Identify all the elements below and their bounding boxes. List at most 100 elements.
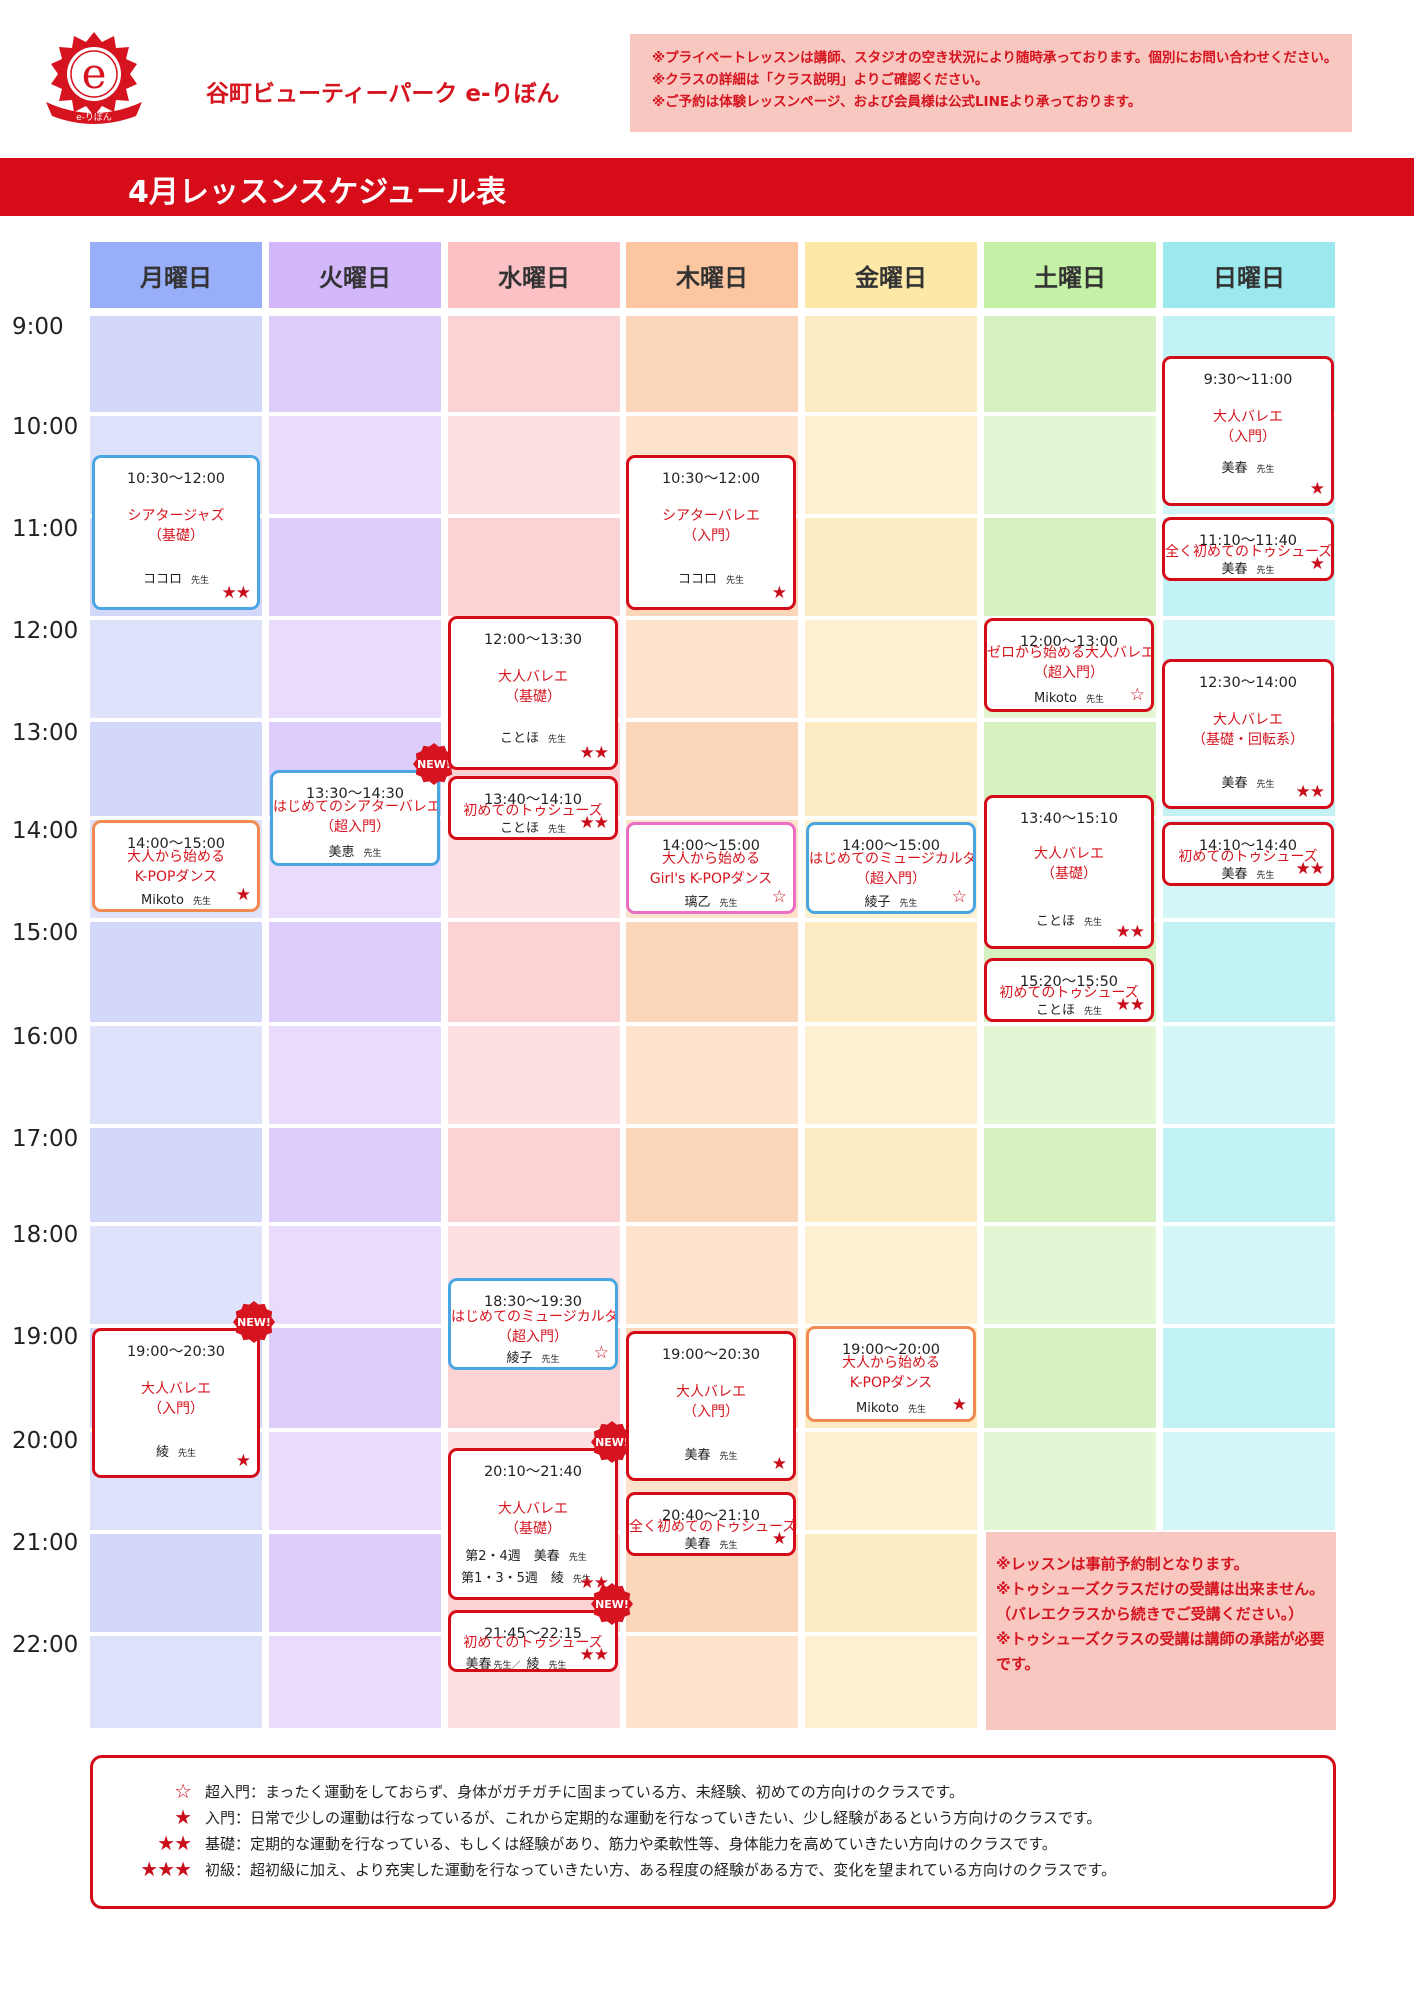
class-time: 14:00〜15:00 [841, 838, 941, 854]
class-card[interactable]: 12:00〜13:30 大人バレエ （基礎） ことほ 先生 ★★ [448, 616, 618, 770]
grid-cell [269, 922, 441, 1022]
day-header-mon: 月曜日 [90, 242, 262, 308]
grid-cell [90, 922, 262, 1022]
day-header-sat: 土曜日 [984, 242, 1156, 308]
class-name-line: 大人バレエ [498, 1501, 568, 1517]
class-teacher: ことほ 先生 [987, 1001, 1151, 1019]
class-time: 13:40〜15:10 [1019, 811, 1119, 827]
grid-cell [448, 316, 620, 412]
time-label: 18:00 [12, 1222, 79, 1248]
grid-cell [1163, 1226, 1335, 1324]
grid-cell [805, 620, 977, 718]
class-card[interactable]: 19:00〜20:00 大人から始める K-POPダンス Mikoto 先生 ★ [806, 1326, 976, 1422]
class-teacher: Mikoto 先生 [809, 1399, 973, 1419]
teacher-suffix: 先生 [363, 849, 382, 859]
class-card[interactable]: 13:30〜14:30 はじめてのシアターバレエ （超入門） 美恵 先生 [270, 770, 440, 866]
logo-ribbon-text: e-りぼん [76, 112, 112, 123]
class-name: 大人バレエ （基礎） [451, 667, 615, 707]
grid-cell [1163, 1328, 1335, 1428]
class-card[interactable]: 13:40〜14:10 初めてのトゥシューズ ことほ 先生 ★★ [448, 776, 618, 840]
class-card[interactable]: 20:10〜21:40 大人バレエ （基礎） 第2・4週 美春 先生 第1・3・5週 綾先… [448, 1448, 618, 1600]
level-stars: ★ [951, 1395, 967, 1415]
class-card[interactable]: 11:10〜11:40 全く初めてのトゥシューズ 美春 先生 ★ [1162, 517, 1334, 581]
time-label: 11:00 [12, 516, 79, 542]
class-card[interactable]: 21:45〜22:15 初めてのトゥシューズ 美春 先生／ 綾先生 ★★ [448, 1610, 618, 1672]
class-card[interactable]: 9:30〜11:00 大人バレエ （入門） 美春 先生 ★ [1162, 356, 1334, 506]
level-stars: ☆ [951, 887, 967, 907]
class-card[interactable]: 20:40〜21:10 全く初めてのトゥシューズ 美春 先生 ★ [626, 1492, 796, 1556]
grid-cell [984, 518, 1156, 616]
class-name: シアターバレエ （入門） [629, 506, 793, 546]
class-name-line: K-POPダンス [849, 1375, 933, 1391]
class-teacher: Mikoto 先生 [987, 689, 1151, 709]
class-card[interactable]: 10:30〜12:00 シアターバレエ （入門） ココロ 先生 ★ [626, 455, 796, 610]
page-title: 4月レッスンスケジュール表 [128, 175, 507, 210]
grid-cell [269, 1226, 441, 1324]
class-name-line: （基礎） [505, 689, 561, 705]
teacher-suffix: 先生 [1256, 780, 1275, 790]
class-time: 19:00〜20:00 [841, 1342, 941, 1358]
class-name: 初めてのトゥシューズ [987, 983, 1151, 1003]
class-card[interactable]: 14:00〜15:00 大人から始める K-POPダンス Mikoto 先生 ★ [92, 820, 260, 912]
grid-cell [805, 416, 977, 514]
class-name-line: （入門） [683, 528, 739, 544]
new-badge-label: NEW! [595, 1436, 629, 1449]
day-header-sun: 日曜日 [1163, 242, 1335, 308]
class-card[interactable]: 12:00〜13:00 ゼロから始める大人バレエ （超入門） Mikoto 先生 ☆ [984, 618, 1154, 712]
grid-cell [90, 1534, 262, 1632]
legend-text: 初級：超初級に加え、より充実した運動を行なっていきたい方、ある程度の経験がある方… [205, 1860, 1117, 1879]
day-header-wed: 水曜日 [448, 242, 620, 308]
grid-cell [448, 416, 620, 514]
grid-cell [984, 1432, 1156, 1530]
class-time: 9:30〜11:00 [1203, 372, 1293, 388]
teacher-name: 璃乙 [684, 895, 711, 910]
grid-cell [805, 1128, 977, 1222]
class-name: 初めてのトゥシューズ [1165, 847, 1331, 867]
level-stars: ☆ [771, 887, 787, 907]
class-card[interactable]: 15:20〜15:50 初めてのトゥシューズ ことほ 先生 ★★ [984, 958, 1154, 1022]
class-card[interactable]: 10:30〜12:00 シアタージャズ （基礎） ココロ 先生 ★★ [92, 455, 260, 610]
rule-line: ※トゥシューズクラスだけの受講は出来ません。（バレエクラスから続きでご受講くださ… [996, 1580, 1325, 1623]
time-label: 13:00 [12, 720, 79, 746]
class-card[interactable]: 14:10〜14:40 初めてのトゥシューズ 美春 先生 ★★ [1162, 822, 1334, 886]
class-card[interactable]: 19:00〜20:30 大人バレエ （入門）綾先生 ★ [92, 1328, 260, 1478]
level-stars: ★ [1309, 554, 1325, 574]
legend-stars: ★ [174, 1805, 192, 1829]
level-legend: ☆ 超入門：まったく運動をしておらず、身体がガチガチに固まっている方、未経験、初… [90, 1755, 1336, 1909]
class-time: 10:30〜12:00 [661, 471, 761, 487]
class-name-line: （入門） [1220, 429, 1276, 445]
class-name-line: （超入門） [1034, 665, 1104, 681]
title-banner: 4月レッスンスケジュール表 [0, 158, 1414, 216]
teacher-suffix: 先生 [191, 576, 210, 586]
class-name-line: 初めてのトゥシューズ [999, 985, 1139, 1001]
teacher-name: 綾子 [506, 1351, 533, 1366]
grid-cell [984, 316, 1156, 412]
day-header-fri: 金曜日 [805, 242, 977, 308]
class-teacher: 美春 先生 [1165, 560, 1331, 578]
teacher-suffix: 先生 [548, 1661, 567, 1671]
teacher-suffix: 先生 [907, 1405, 926, 1415]
teacher-name: 美春 [1221, 776, 1248, 791]
class-card[interactable]: 12:30〜14:00 大人バレエ （基礎・回転系） 美春 先生 ★★ [1162, 659, 1334, 809]
grid-cell [984, 1128, 1156, 1222]
class-name-line: はじめてのミュージカルダンス [809, 851, 976, 867]
class-card[interactable]: 19:00〜20:30 大人バレエ （入門） 美春 先生 ★ [626, 1331, 796, 1481]
grid-cell [90, 1128, 262, 1222]
grid-cell [626, 620, 798, 718]
class-card[interactable]: 13:40〜15:10 大人バレエ （基礎） ことほ 先生 ★★ [984, 795, 1154, 949]
class-name: 大人から始める Girl's K-POPダンス [629, 849, 793, 889]
time-label: 19:00 [12, 1324, 79, 1350]
teacher-suffix: 先生 [1084, 1007, 1103, 1017]
grid-cell [448, 922, 620, 1022]
teacher-name: ココロ [677, 572, 717, 587]
teacher-name: 美春 [1221, 562, 1248, 577]
class-name-line: （超入門） [498, 1329, 568, 1345]
class-card[interactable]: 14:00〜15:00 大人から始める Girl's K-POPダンス 璃乙 先生 ☆ [626, 822, 796, 914]
grid-cell [626, 1226, 798, 1324]
class-time: 14:00〜15:00 [126, 836, 226, 852]
teacher-name: 綾 [526, 1657, 540, 1672]
class-name-line: （入門） [148, 1401, 204, 1417]
class-name-line: 初めてのトゥシューズ [1178, 849, 1318, 865]
